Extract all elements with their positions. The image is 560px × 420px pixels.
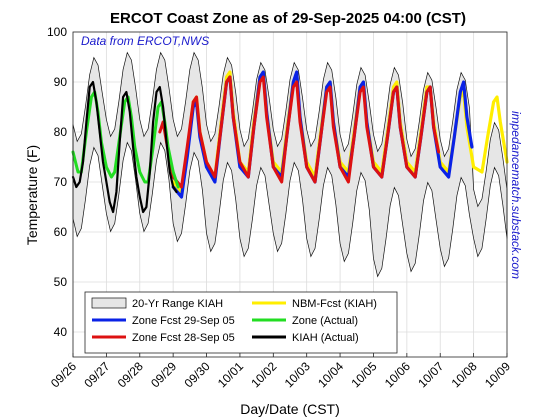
legend-box: [84, 291, 398, 354]
legend-label: 20-Yr Range KIAH: [132, 298, 223, 310]
source-note: Data from ERCOT,NWS: [81, 34, 209, 48]
series-line-3: [71, 90, 180, 189]
chart-title: ERCOT Coast Zone as of 29-Sep-2025 04:00…: [110, 10, 466, 27]
y-tick-label: 90: [54, 75, 68, 89]
legend-label: Zone (Actual): [292, 315, 358, 327]
y-tick-label: 70: [54, 175, 68, 189]
y-axis-label: Temperature (F): [24, 145, 40, 245]
series-group: [71, 70, 509, 214]
watermark: impedancematch.substack.com: [509, 111, 523, 279]
legend-label: Zone Fcst 28-Sep 05: [132, 332, 235, 344]
y-tick-label: 50: [54, 275, 68, 289]
y-tick-label: 80: [54, 125, 68, 139]
plot-border: [72, 31, 508, 358]
y-tick-label: 100: [47, 25, 67, 39]
y-axis: 40 50 60 70 80 90 100: [47, 25, 67, 339]
legend: 20-Yr Range KIAH NBM-Fcst (KIAH) Zone Fcst…: [84, 291, 398, 354]
series-line-2: [158, 75, 441, 189]
x-axis-label: Day/Date (CST): [240, 401, 340, 417]
legend-label: Zone Fcst 29-Sep 05: [132, 315, 235, 327]
legend-swatch: [91, 297, 127, 309]
y-tick-label: 40: [54, 325, 68, 339]
series-line-4: [71, 80, 178, 214]
legend-label: KIAH (Actual): [292, 332, 359, 344]
legend-label: NBM-Fcst (KIAH): [292, 298, 377, 310]
y-tick-label: 60: [54, 225, 68, 239]
